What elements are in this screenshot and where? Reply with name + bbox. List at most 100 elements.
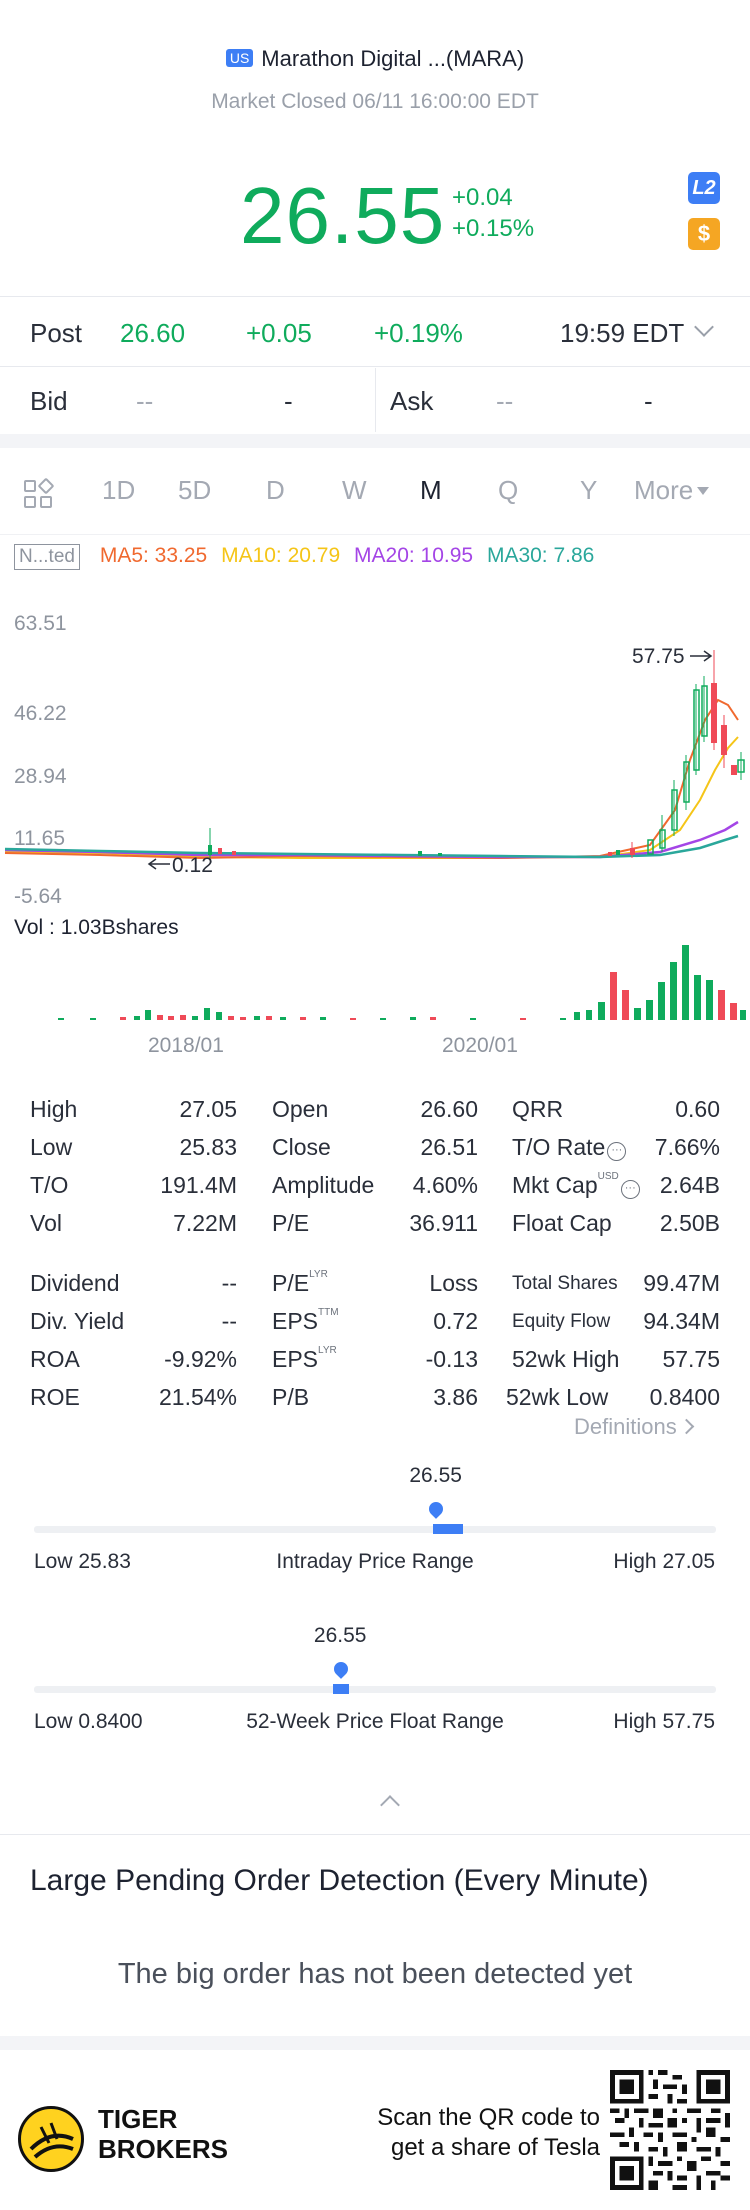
candle [232, 851, 236, 855]
stat-label: Open [272, 1096, 329, 1122]
ma30-line [4, 834, 739, 859]
chevron-up-icon[interactable] [380, 1795, 400, 1815]
stat-label: High [30, 1096, 78, 1122]
section-separator [0, 2036, 750, 2050]
max-price-label: 57.75 [632, 645, 685, 668]
stat-value: 99.47M [643, 1270, 720, 1296]
y-tick-label: 63.51 [14, 612, 67, 635]
market-badge: US [225, 49, 254, 67]
volume-bar [320, 1017, 326, 1020]
candle [616, 850, 620, 855]
volume-bar [240, 1017, 246, 1020]
divider [0, 366, 750, 367]
post-change-pct: +0.19% [374, 318, 463, 348]
week52-low: Low 0.8400 [34, 1710, 143, 1733]
volume-bar [470, 1018, 476, 1020]
stat-value: 3.86 [433, 1384, 478, 1410]
stat-value: 27.05 [179, 1096, 237, 1122]
stat-label: Dividend [30, 1270, 120, 1296]
pending-order-empty-message: The big order has not been detected yet [117, 1958, 633, 1990]
indicator-selector[interactable]: N...ted [14, 544, 80, 570]
tab-w[interactable]: W [342, 475, 367, 505]
candle [731, 765, 737, 775]
chevron-down-icon[interactable] [694, 317, 714, 337]
tab-5d[interactable]: 5D [178, 475, 212, 505]
tiger-logo-icon [18, 2106, 84, 2172]
volume-bar [574, 1012, 580, 1020]
volume-bar [145, 1010, 151, 1020]
candles [208, 650, 745, 858]
stat-label: ROA [30, 1346, 80, 1372]
volume-bar [634, 1008, 641, 1020]
bid-label: Bid [30, 386, 68, 416]
y-tick-label: 28.94 [14, 765, 67, 788]
volume-bars [58, 945, 746, 1020]
stat-value: 26.51 [420, 1134, 478, 1160]
volume-bar [204, 1008, 210, 1020]
market-status: Market Closed 06/11 16:00:00 EDT [211, 90, 539, 113]
stat-label: Low [30, 1134, 73, 1160]
tab-1d[interactable]: 1D [102, 475, 136, 505]
stat-value: 7.22M [173, 1210, 237, 1236]
stock-title[interactable]: US Marathon Digital ...(MARA) [0, 46, 750, 72]
stat-value: 0.60 [675, 1096, 720, 1122]
price-chart[interactable]: 63.51 46.22 28.94 11.65 -5.64 [0, 600, 750, 1060]
stat-label: ROE [30, 1384, 80, 1410]
stat-value: 94.34M [643, 1308, 720, 1334]
intraday-current-value: 26.55 [409, 1464, 462, 1487]
stat-superscript: LYR [309, 1269, 328, 1280]
location-pin-icon [426, 1499, 447, 1519]
stock-name: Marathon Digital ...(MARA) [261, 46, 525, 71]
volume-bar [58, 1018, 64, 1020]
chevron-right-icon [678, 1418, 694, 1435]
qr-code[interactable] [610, 2070, 730, 2190]
stat-label: P/E [272, 1270, 310, 1296]
tab-d[interactable]: D [266, 475, 285, 505]
volume-bar [520, 1018, 526, 1020]
volume-bar [706, 980, 713, 1020]
more-info-icon[interactable]: ··· [620, 1180, 640, 1199]
promo-text-line2: get a share of Tesla [390, 2134, 600, 2161]
definitions-link[interactable]: Definitions [574, 1414, 694, 1440]
x-tick-label: 2018/01 [148, 1034, 224, 1057]
ma5-line [4, 698, 739, 860]
volume-bar [586, 1010, 592, 1020]
stat-label: Float Cap [512, 1210, 612, 1236]
intraday-range-label: Intraday Price Range [276, 1550, 474, 1573]
divider [0, 1834, 750, 1835]
volume-bar [192, 1016, 198, 1020]
stat-value: -- [221, 1270, 237, 1296]
volume-bar [670, 962, 677, 1020]
stat-value: 26.60 [420, 1096, 478, 1122]
volume-bar [350, 1018, 356, 1020]
ma5-value: MA5: 33.25 [99, 544, 208, 567]
stat-label: QRR [512, 1096, 564, 1122]
tab-q[interactable]: Q [498, 475, 519, 505]
tab-m[interactable]: M [420, 475, 442, 505]
stat-label-with-info: Mkt CapUSD··· [512, 1171, 640, 1199]
stat-label-group: P/ELYR [272, 1269, 328, 1297]
stat-value: 25.83 [179, 1134, 237, 1160]
ask-size: - [644, 386, 653, 416]
stat-value: 36.911 [409, 1210, 478, 1236]
week52-range-marker [332, 1684, 349, 1694]
grid-icon[interactable] [24, 477, 55, 510]
volume-bar [610, 972, 617, 1020]
stat-label: 52wk Low [506, 1384, 609, 1410]
volume-bar [658, 982, 665, 1020]
tab-more[interactable]: More [634, 475, 710, 506]
dollar-icon[interactable]: $ [688, 218, 720, 250]
stat-value: -0.13 [425, 1346, 478, 1372]
volume-bar [380, 1018, 386, 1020]
volume-bar [694, 975, 701, 1020]
volume-bar [430, 1017, 436, 1020]
volume-bar [682, 945, 689, 1020]
stat-value: -9.92% [164, 1346, 237, 1372]
ma30-value: MA30: 7.86 [486, 544, 595, 567]
location-pin-icon [330, 1659, 351, 1679]
volume-label: Vol : 1.03Bshares [14, 916, 179, 939]
stat-label: Amplitude [272, 1172, 375, 1198]
more-info-icon[interactable]: ··· [607, 1142, 627, 1161]
tab-y[interactable]: Y [580, 475, 598, 505]
level2-icon[interactable]: L2 [688, 172, 720, 204]
